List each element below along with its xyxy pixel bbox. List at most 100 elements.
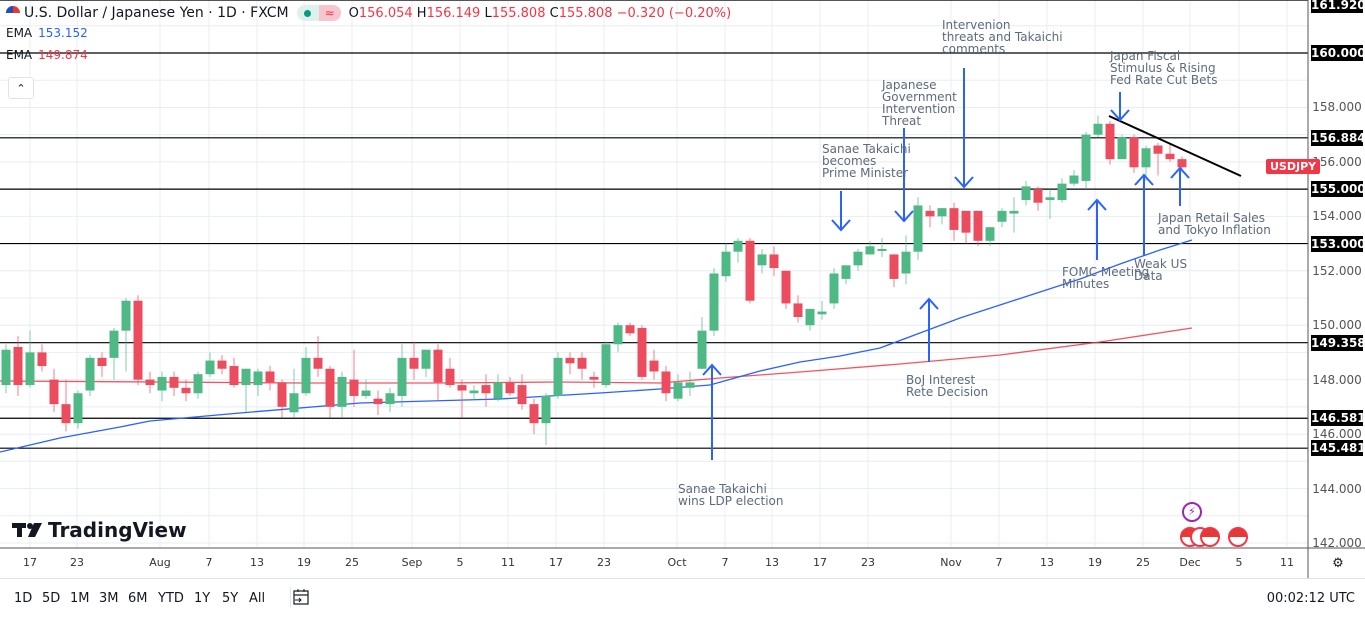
time-tick-label: 19 <box>1088 556 1102 569</box>
arrow-head-icon <box>1170 166 1190 179</box>
candle-body <box>1141 148 1151 168</box>
symbol-row: U.S. Dollar / Japanese Yen · 1D · FXCM ≈… <box>6 4 731 22</box>
range-button-5d[interactable]: 5D <box>42 591 61 606</box>
candle-body <box>61 404 71 424</box>
candle-body <box>529 404 539 424</box>
candle-body <box>85 357 95 391</box>
candle-body <box>385 393 395 405</box>
time-tick-label: 7 <box>205 556 213 569</box>
chart-annotation-text[interactable]: FOMC Meeting Minutes <box>1062 265 1150 291</box>
candle-body <box>1105 123 1115 160</box>
price-level-label: 146.581 <box>1311 410 1365 427</box>
candle-body <box>601 344 611 386</box>
chart-annotation-text[interactable]: Sanae Takaichi wins LDP election <box>678 482 784 508</box>
range-button-3m[interactable]: 3M <box>99 591 119 606</box>
price-tick-label: 152.000 <box>1312 263 1362 278</box>
candle-body <box>205 360 215 375</box>
candle-body <box>733 240 743 252</box>
candle-body <box>781 270 791 304</box>
candle-body <box>1069 175 1079 184</box>
candle-body <box>745 240 755 301</box>
candle-body <box>457 385 467 391</box>
ema-fast-legend[interactable]: EMA 153.152 <box>6 26 88 40</box>
candle-body <box>445 368 455 386</box>
collapse-legend-button[interactable]: ⌃ <box>8 77 34 99</box>
candle-body <box>121 300 131 331</box>
time-tick-label: 17 <box>549 556 563 569</box>
chevron-up-icon: ⌃ <box>16 81 26 95</box>
chart-annotation-text[interactable]: Japan Fiscal Stimulus & Rising Fed Rate … <box>1110 49 1218 87</box>
ema-slow-legend[interactable]: EMA 149.874 <box>6 48 88 62</box>
time-tick-label: 25 <box>1136 556 1150 569</box>
goto-date-icon <box>293 589 309 605</box>
us-flag-icon <box>6 6 20 20</box>
candle-body <box>169 376 179 388</box>
candle-body <box>313 357 323 369</box>
price-tick-label: 158.000 <box>1312 100 1362 115</box>
candle-body <box>685 382 695 388</box>
candle-body <box>661 371 671 394</box>
candle-body <box>493 382 503 399</box>
arrow-head-icon <box>954 176 974 189</box>
arrow-head-icon <box>1134 173 1154 186</box>
price-level-label: 160.000 <box>1311 45 1365 61</box>
chart-legend: U.S. Dollar / Japanese Yen · 1D · FXCM ≈… <box>6 4 731 66</box>
market-status-pill[interactable]: ≈ <box>296 5 341 21</box>
arrow-head-icon <box>702 363 722 376</box>
symbol-title[interactable]: U.S. Dollar / Japanese Yen · 1D · FXCM <box>24 5 289 21</box>
candle-body <box>421 349 431 369</box>
candle-body <box>517 385 527 405</box>
arrow-head-icon <box>831 219 851 232</box>
range-button-6m[interactable]: 6M <box>128 591 148 606</box>
chart-annotation-text[interactable]: Weak US Data <box>1134 257 1188 283</box>
chart-annotation-text[interactable]: Japan Retail Sales and Tokyo Inflation <box>1158 211 1271 237</box>
us-event-flag-icon[interactable] <box>1200 527 1220 547</box>
price-level-label: 153.000 <box>1311 235 1365 252</box>
range-button-5y[interactable]: 5Y <box>222 591 239 606</box>
candle-body <box>505 382 515 394</box>
time-tick-label: 13 <box>250 556 264 569</box>
lightning-event-icon[interactable]: ⚡ <box>1182 502 1202 522</box>
chart-settings-icon[interactable]: ⚙ <box>1332 556 1344 571</box>
candle-body <box>1057 183 1067 200</box>
range-button-ytd[interactable]: YTD <box>158 591 184 606</box>
us-event-flag-icon[interactable] <box>1228 527 1248 547</box>
chart-annotation-text[interactable]: Intervenion threats and Takaichi comment… <box>942 18 1063 56</box>
candle-body <box>97 357 107 367</box>
candle-body <box>769 254 779 269</box>
ema-fast-line <box>0 239 1193 453</box>
candle-body <box>1045 197 1055 200</box>
trendline <box>1108 115 1242 177</box>
range-button-1m[interactable]: 1M <box>70 591 90 606</box>
candle-body <box>985 227 995 241</box>
price-chart[interactable] <box>0 0 1365 578</box>
goto-date-button[interactable] <box>290 587 311 607</box>
candle-body <box>1009 210 1019 214</box>
candle-body <box>913 205 923 252</box>
price-level-label: 155.000 <box>1311 181 1365 198</box>
time-tick-label: Sep <box>401 556 423 569</box>
candle-body <box>217 360 227 369</box>
chart-annotation-text[interactable]: Sanae Takaichi becomes Prime Minister <box>822 142 911 180</box>
candle-body <box>973 210 983 241</box>
range-button-1y[interactable]: 1Y <box>194 591 211 606</box>
candle-body <box>697 330 707 369</box>
range-button-1d[interactable]: 1D <box>14 591 33 606</box>
price-level-label: 149.358 <box>1311 334 1365 351</box>
chart-annotation-text[interactable]: BoJ Interest Rete Decision <box>906 373 989 399</box>
time-tick-label: 23 <box>597 556 611 569</box>
candle-body <box>997 210 1007 222</box>
candle-body <box>349 379 359 396</box>
range-button-all[interactable]: All <box>249 591 266 606</box>
candle-body <box>709 273 719 331</box>
candle-body <box>817 311 827 315</box>
utc-clock[interactable]: 00:02:12 UTC <box>1266 591 1355 606</box>
candle-body <box>613 325 623 345</box>
price-tick-label: 146.000 <box>1312 427 1362 442</box>
time-tick-label: 11 <box>501 556 515 569</box>
arrow-head-icon <box>894 210 914 223</box>
candle-body <box>565 357 575 364</box>
tradingview-logo[interactable]: TradingView <box>12 518 187 542</box>
candle-body <box>553 357 563 396</box>
chart-annotation-text[interactable]: Japanese Government Intervention Threat <box>882 78 957 128</box>
